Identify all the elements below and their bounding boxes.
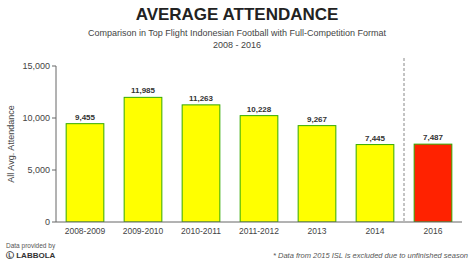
data-label: 7,445 [365, 134, 386, 143]
separator [404, 58, 405, 222]
y-tick-label: 10,000 [22, 113, 50, 123]
y-tick [52, 222, 56, 223]
bar [240, 116, 278, 222]
subtitle: 2008 - 2016 [213, 40, 261, 50]
y-axis-label: All Avg. Attendance [6, 105, 16, 182]
title: AVERAGE ATTENDANCE [136, 5, 339, 24]
y-tick [52, 170, 56, 171]
credit: Ⓛ LABBOLA [6, 251, 56, 260]
y-tick-label: 15,000 [22, 61, 50, 71]
data-label: 9,267 [307, 115, 328, 124]
subtitle: Comparison in Top Flight Indonesian Foot… [88, 28, 386, 38]
y-tick-label: 0 [45, 217, 50, 227]
x-tick-label: 2013 [308, 226, 327, 236]
bar [124, 97, 162, 222]
bar [414, 144, 452, 222]
x-tick-label: 2016 [424, 226, 443, 236]
y-axis [56, 66, 57, 222]
chart: AVERAGE ATTENDANCE Comparison in Top Flig… [0, 0, 474, 263]
bar [356, 145, 394, 222]
data-label: 7,487 [423, 133, 444, 142]
x-tick-label: 2008-2009 [65, 226, 106, 236]
credit-label: Data provided by [6, 242, 56, 250]
y-tick-label: 5,000 [27, 165, 50, 175]
bar [66, 124, 104, 222]
data-label: 11,263 [189, 94, 214, 103]
bar [298, 126, 336, 222]
data-label: 10,228 [247, 105, 272, 114]
x-tick-label: 2009-2010 [123, 226, 164, 236]
data-label: 9,455 [75, 113, 96, 122]
x-tick-label: 2010-2011 [181, 226, 221, 236]
x-axis [56, 222, 462, 223]
background [0, 0, 474, 263]
x-tick-label: 2014 [366, 226, 385, 236]
bar [182, 105, 220, 222]
x-tick-label: 2011-2012 [239, 226, 279, 236]
bars [66, 97, 452, 222]
y-tick [52, 118, 56, 119]
y-tick [52, 66, 56, 67]
footnote: * Data from 2015 ISL is excluded due to … [273, 251, 468, 260]
data-label: 11,985 [131, 86, 156, 95]
